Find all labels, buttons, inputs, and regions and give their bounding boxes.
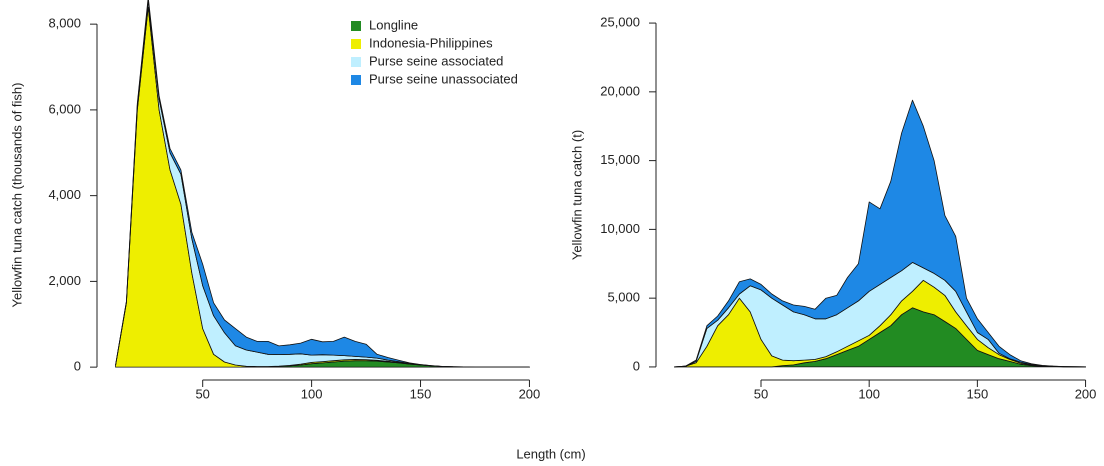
legend-label: Purse seine associated [369,53,503,68]
y-tick-label: 6,000 [48,101,81,116]
y-axis-label: Yellowfin tuna catch (thousands of fish) [9,83,24,308]
legend-swatch [351,57,361,67]
y-tick-label: 25,000 [600,15,640,30]
y-tick-label: 15,000 [600,152,640,167]
y-axis-label: Yellowfin tuna catch (t) [569,130,584,260]
x-tick-label: 200 [1075,386,1097,401]
x-tick-label: 150 [967,386,989,401]
y-tick-label: 20,000 [600,83,640,98]
area [115,0,530,368]
area [674,99,1086,368]
y-tick-label: 2,000 [48,273,81,288]
legend-label: Indonesia-Philippines [369,35,493,50]
y-tick-label: 0 [633,358,640,373]
x-tick-label: 200 [519,386,541,401]
x-tick-label: 50 [754,386,768,401]
y-tick-label: 0 [74,359,81,374]
legend-label: Purse seine unassociated [369,71,518,86]
y-tick-label: 5,000 [607,290,640,305]
x-axis-label: Length (cm) [516,446,585,461]
legend-swatch [351,21,361,31]
y-tick-label: 10,000 [600,221,640,236]
legend-label: Longline [369,17,418,32]
x-tick-label: 100 [858,386,880,401]
y-tick-label: 4,000 [48,187,81,202]
x-tick-label: 150 [410,386,432,401]
legend-swatch [351,75,361,85]
legend-swatch [351,39,361,49]
x-tick-label: 100 [301,386,323,401]
y-tick-label: 8,000 [48,16,81,31]
x-tick-label: 50 [195,386,209,401]
